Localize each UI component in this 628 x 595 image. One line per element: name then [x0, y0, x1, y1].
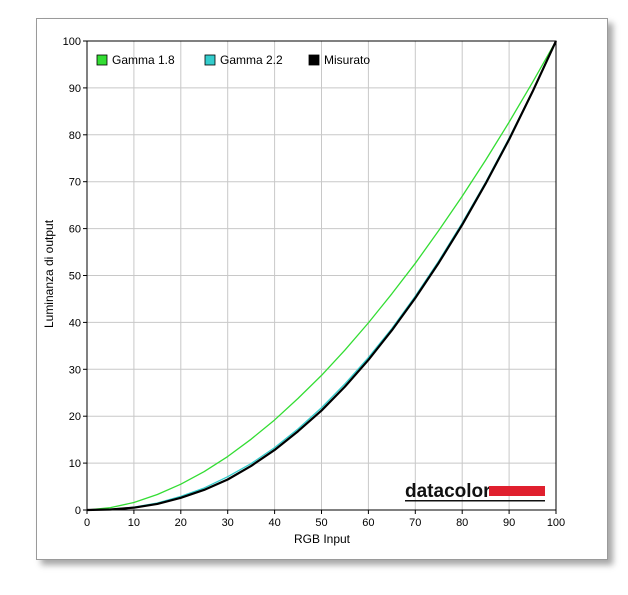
series-line-misurato: [86, 40, 557, 512]
legend: Gamma 1.8 Gamma 2.2 Misurato: [96, 53, 370, 67]
legend-label: Gamma 2.2: [220, 53, 283, 67]
legend-item: Gamma 2.2: [204, 53, 283, 67]
y-tick-label: 40: [69, 317, 81, 329]
legend-item: Gamma 1.8: [96, 53, 175, 67]
y-tick-label: 30: [69, 364, 81, 376]
y-tick-label: 50: [69, 271, 81, 283]
legend-label: Misurato: [324, 53, 370, 67]
x-tick-label: 80: [456, 517, 468, 529]
logo-underline: [405, 500, 545, 502]
x-tick-label: 90: [503, 517, 515, 529]
x-tick-label: 100: [547, 517, 565, 529]
y-axis-label: Luminanza di output: [42, 219, 56, 328]
y-tick-label: 60: [69, 224, 81, 236]
y-tick-label: 0: [75, 505, 81, 517]
x-tick-label: 30: [222, 517, 234, 529]
x-axis-label: RGB Input: [294, 532, 351, 546]
gamma-chart: 0 10 20 30 40 50 60 70 80 90 100 0 10 20 30 40 50 60 70 80 9…: [42, 36, 566, 546]
chart-frame: 0 10 20 30 40 50 60 70 80 90 100 0 10 20 30 40 50 60 70 80 9…: [36, 18, 608, 560]
x-tick-label: 20: [175, 517, 187, 529]
y-tick-label: 70: [69, 177, 81, 189]
x-tick-label: 70: [409, 517, 421, 529]
legend-swatch: [96, 54, 108, 66]
logo-text: datacolor: [405, 481, 491, 502]
legend-swatch: [308, 54, 320, 66]
x-tick-label: 60: [362, 517, 374, 529]
y-tick-label: 90: [69, 83, 81, 95]
legend-label: Gamma 1.8: [112, 53, 175, 67]
logo-accent-bar: [489, 486, 545, 496]
x-tick-label: 50: [315, 517, 327, 529]
y-tick-label: 20: [69, 411, 81, 423]
axes: [83, 40, 557, 514]
x-tick-label: 0: [84, 517, 90, 529]
legend-swatch: [204, 54, 216, 66]
x-tick-label: 40: [268, 517, 280, 529]
y-tick-label: 100: [63, 36, 81, 48]
datacolor-logo: datacolor: [405, 481, 545, 502]
series-layer: [86, 40, 557, 512]
tick-labels: 0 10 20 30 40 50 60 70 80 90 100 0 10 20 30 40 50 60 70 80 9…: [63, 36, 566, 529]
y-tick-label: 80: [69, 130, 81, 142]
x-tick-label: 10: [128, 517, 140, 529]
legend-item: Misurato: [308, 53, 370, 67]
y-tick-label: 10: [69, 458, 81, 470]
series-line-gamma-1-8: [86, 40, 557, 511]
